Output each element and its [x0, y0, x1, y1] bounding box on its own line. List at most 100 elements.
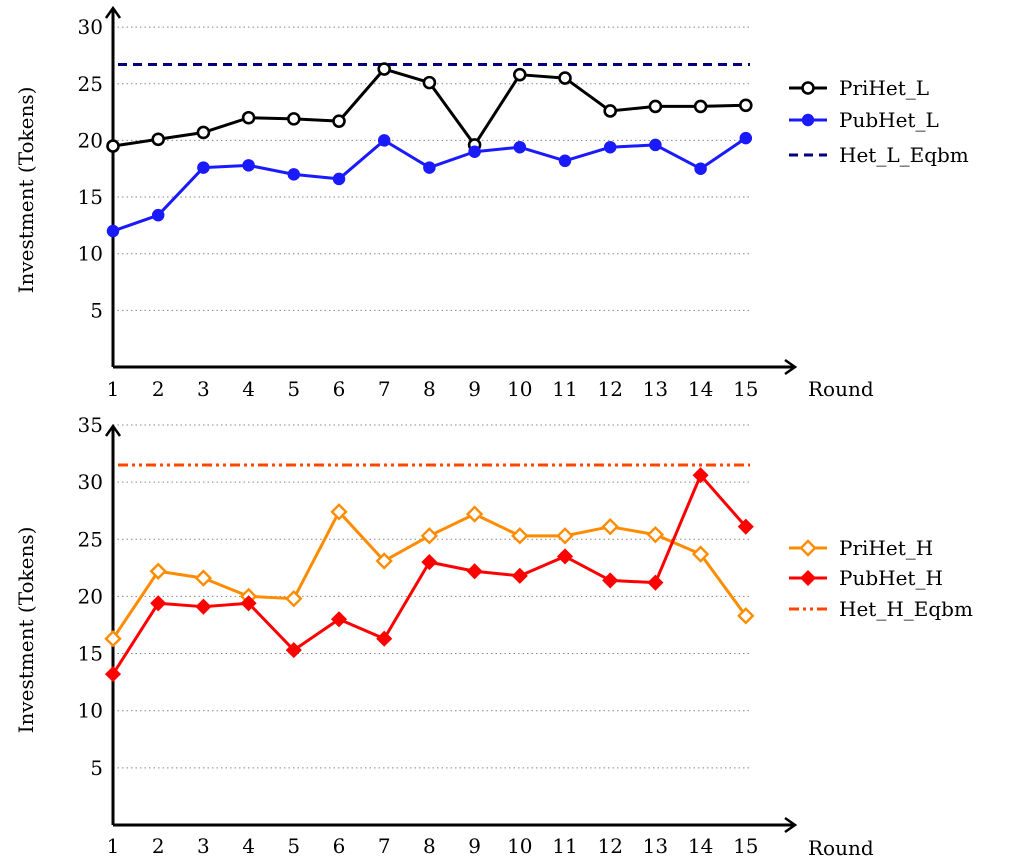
- bottom-y-axis-label: Investment (Tokens): [14, 527, 38, 734]
- bottom-x-tick-label: 1: [107, 834, 120, 858]
- top-y-tick-label: 10: [78, 242, 103, 266]
- top-point-PriHet_L: [738, 98, 753, 113]
- top-point-PriHet_L: [241, 110, 256, 125]
- bottom-point-PriHet_H: [194, 569, 213, 587]
- top-y-tick-label: 25: [78, 72, 103, 96]
- bottom-x-tick-label: 9: [468, 834, 481, 858]
- top-legend-marker: [801, 81, 815, 95]
- bottom-point-PubHet_H: [647, 574, 664, 591]
- bottom-point-PriHet_H: [285, 589, 303, 608]
- top-point-PubHet_L: [468, 145, 481, 158]
- bottom-x-tick-label: 12: [597, 834, 622, 858]
- bottom-point-PubHet_H: [104, 666, 122, 683]
- bottom-x-tick-label: 3: [197, 834, 210, 858]
- top-legend-label: Het_L_Eqbm: [839, 143, 969, 167]
- top-point-PriHet_L: [377, 62, 392, 76]
- top-legend-label: PriHet_L: [839, 76, 929, 100]
- bottom-y-tick-label: 25: [78, 527, 103, 551]
- bottom-legend-marker: [799, 539, 817, 557]
- top-point-PubHet_L: [513, 140, 527, 154]
- top-x-tick-label: 4: [242, 377, 255, 401]
- bottom-point-PubHet_H: [285, 642, 302, 659]
- bottom-point-PubHet_H: [511, 567, 528, 584]
- top-point-PubHet_L: [287, 168, 301, 181]
- bottom-legend-marker: [799, 569, 817, 587]
- bottom-point-PubHet_H: [466, 563, 483, 580]
- bottom-point-PubHet_H: [556, 548, 574, 565]
- bottom-point-PubHet_H: [737, 518, 754, 535]
- bottom-x-tick-label: 13: [643, 834, 668, 858]
- top-point-PubHet_L: [423, 161, 436, 174]
- top-point-PubHet_L: [603, 140, 617, 154]
- bottom-point-PubHet_H: [421, 554, 438, 571]
- bottom-point-PubHet_H: [376, 630, 393, 647]
- top-point-PubHet_L: [151, 208, 165, 222]
- top-x-tick-label: 14: [688, 377, 713, 401]
- top-x-tick-label: 1: [107, 377, 120, 401]
- bottom-legend-label: Het_H_Eqbm: [839, 597, 973, 621]
- top-point-PriHet_L: [151, 132, 165, 147]
- top-point-PubHet_L: [377, 134, 391, 147]
- top-point-PubHet_L: [106, 224, 120, 238]
- top-x-tick-label: 15: [733, 377, 758, 401]
- top-point-PubHet_L: [649, 138, 662, 152]
- bottom-x-tick-label: 6: [333, 834, 346, 858]
- top-point-PriHet_L: [558, 71, 572, 85]
- bottom-point-PriHet_H: [511, 527, 529, 545]
- top-point-PubHet_L: [332, 172, 346, 186]
- bottom-point-PubHet_H: [240, 595, 257, 612]
- bottom-legend-label: PubHet_H: [839, 566, 943, 590]
- bottom-x-tick-label: 15: [733, 834, 758, 858]
- top-point-PriHet_L: [603, 104, 618, 118]
- bottom-y-tick-label: 5: [90, 756, 103, 780]
- bottom-point-PriHet_H: [737, 607, 755, 625]
- top-point-PriHet_L: [332, 114, 346, 128]
- top-x-tick-label: 6: [333, 377, 346, 401]
- top-point-PubHet_L: [558, 154, 572, 168]
- bottom-y-tick-label: 20: [78, 584, 103, 608]
- top-series-line-PubHet_L: [112, 136, 747, 233]
- bottom-x-tick-label: 7: [378, 834, 391, 858]
- bottom-point-PriHet_H: [601, 517, 619, 536]
- bottom-point-PriHet_H: [465, 505, 484, 523]
- bottom-point-PubHet_H: [195, 598, 212, 615]
- top-x-tick-label: 5: [287, 377, 300, 401]
- top-legend-label: PubHet_L: [839, 108, 939, 132]
- bottom-y-tick-label: 35: [78, 413, 103, 437]
- bottom-point-PriHet_H: [646, 525, 665, 544]
- bottom-point-PriHet_H: [375, 552, 393, 570]
- bottom-y-axis-arrow: [104, 423, 122, 437]
- top-point-PriHet_L: [512, 67, 527, 82]
- top-x-axis-label: Round: [808, 377, 874, 401]
- top-y-tick-label: 15: [78, 185, 103, 209]
- top-x-tick-label: 10: [507, 377, 532, 401]
- bottom-y-tick-label: 30: [78, 470, 103, 494]
- bottom-x-tick-label: 10: [507, 834, 532, 858]
- top-x-tick-label: 12: [597, 377, 622, 401]
- bottom-point-PriHet_H: [104, 629, 122, 648]
- bottom-x-tick-label: 2: [152, 834, 165, 858]
- top-x-tick-label: 3: [197, 377, 210, 401]
- bottom-x-tick-label: 4: [242, 834, 255, 858]
- top-legend-marker: [801, 113, 815, 127]
- bottom-x-tick-label: 5: [287, 834, 300, 858]
- top-point-PriHet_L: [422, 75, 437, 90]
- bottom-x-tick-label: 8: [423, 834, 436, 858]
- top-x-tick-label: 13: [643, 377, 668, 401]
- top-x-tick-label: 8: [423, 377, 436, 401]
- top-point-PriHet_L: [648, 99, 663, 114]
- top-x-tick-label: 9: [468, 377, 481, 401]
- top-x-tick-label: 2: [152, 377, 165, 401]
- top-point-PriHet_L: [693, 99, 708, 114]
- top-point-PriHet_L: [196, 125, 211, 140]
- bottom-y-tick-label: 10: [78, 699, 103, 723]
- bottom-point-PubHet_H: [330, 611, 348, 628]
- top-point-PubHet_L: [694, 162, 707, 175]
- bottom-point-PubHet_H: [150, 595, 167, 612]
- bottom-point-PubHet_H: [692, 467, 709, 484]
- bottom-point-PriHet_H: [691, 545, 710, 563]
- top-point-PriHet_L: [106, 139, 120, 153]
- top-point-PriHet_L: [286, 112, 301, 126]
